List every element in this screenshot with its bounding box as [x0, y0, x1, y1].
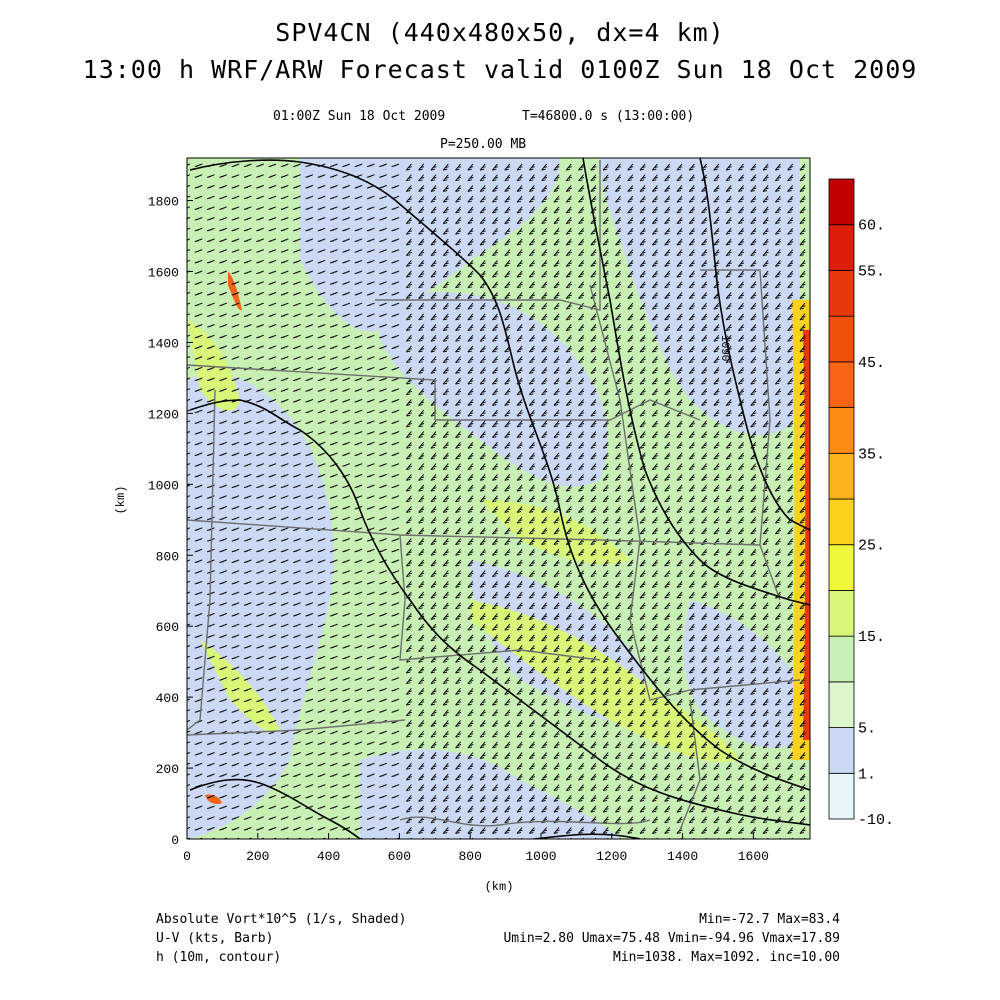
colorbar-segment — [828, 590, 855, 637]
x-tick-label: 1600 — [738, 849, 769, 864]
wind-field-label: U-V (kts, Barb) — [156, 931, 274, 946]
height-contours — [189, 158, 810, 839]
colorbar-segment — [828, 544, 855, 591]
colorbar-label: -10. — [858, 812, 894, 829]
colorbar-label: 55. — [858, 263, 885, 280]
y-tick-label: 1200 — [148, 407, 179, 422]
plot-frame — [186, 157, 811, 840]
colorbar-segment — [828, 224, 855, 271]
boundary-line — [589, 284, 801, 701]
height-field-label: h (10m, contour) — [156, 950, 282, 965]
y-axis: 0 200 400 600 800 1000 1200 1400 1600 1800 — [148, 195, 193, 848]
vort-region-low-west — [187, 373, 334, 839]
x-tick-label: 800 — [458, 849, 481, 864]
vorticity-stats: Min=-72.7 Max=83.4 — [699, 912, 840, 927]
colorbar-label: 15. — [858, 629, 885, 646]
x-tick-label: 400 — [317, 849, 340, 864]
colorbar-segment — [828, 407, 855, 454]
x-tick-label: 1000 — [525, 849, 556, 864]
y-tick-label: 600 — [156, 620, 179, 635]
vort-region-low-central — [380, 292, 608, 487]
y-axis-label: (km) — [114, 486, 128, 515]
y-tick-label: 200 — [156, 762, 179, 777]
height-contour — [699, 158, 810, 531]
wind-stats: Umin=2.80 Umax=75.48 Vmin=-94.96 Vmax=17… — [503, 931, 840, 946]
y-tick-label: 1800 — [148, 195, 179, 210]
colorbar-label: 1. — [858, 766, 876, 783]
x-tick-label: 200 — [246, 849, 269, 864]
y-tick-label: 800 — [156, 549, 179, 564]
chart-title-line1: SPV4CN (440x480x50, dx=4 km) — [275, 18, 725, 47]
colorbar-label: 5. — [858, 721, 876, 738]
wind-barb-field — [187, 163, 806, 839]
vort-region-mid-band3 — [187, 320, 240, 411]
colorbar-label: 45. — [858, 355, 885, 372]
height-stats: Min=1038. Max=1092. inc=10.00 — [613, 950, 840, 965]
height-contour — [189, 159, 810, 791]
colorbar-segment — [828, 452, 855, 500]
height-contour — [189, 778, 361, 839]
boundary-line — [375, 160, 601, 311]
colorbar-segment — [828, 178, 855, 226]
height-contour — [534, 833, 641, 839]
x-tick-label: 0 — [183, 849, 191, 864]
wind-barbs — [187, 163, 806, 839]
vorticity-field-label: Absolute Vort*10^5 (1/s, Shaded) — [156, 912, 407, 927]
height-contour — [189, 399, 810, 826]
colorbar-label: 25. — [858, 538, 885, 555]
model-time-label: T=46800.0 s (13:00:00) — [522, 109, 695, 124]
colorbar-segment — [828, 315, 855, 363]
height-contour — [582, 158, 810, 606]
vort-region-low-east — [600, 158, 800, 435]
colorbar-label: 35. — [858, 446, 885, 463]
colorbar: 60. 55. 45. 35. 25. 15. 5. 1. -10. — [828, 178, 894, 829]
boundary-line — [187, 719, 406, 736]
boundary-line — [700, 269, 781, 601]
x-axis-label: (km) — [485, 880, 514, 894]
valid-time-label: 01:00Z Sun 18 Oct 2009 — [273, 109, 446, 124]
y-tick-label: 1600 — [148, 266, 179, 281]
y-tick-label: 400 — [156, 691, 179, 706]
x-axis: 0 200 400 600 800 1000 1200 1400 1600 — [183, 833, 769, 864]
vort-region-mid-band4 — [200, 640, 280, 733]
colorbar-segment — [828, 681, 855, 728]
colorbar-segment — [828, 361, 855, 408]
colorbar-segment — [828, 498, 855, 546]
contour-label: 1090 — [718, 335, 730, 361]
colorbar-segment — [828, 772, 855, 820]
plot-area — [187, 158, 810, 839]
x-tick-label: 1400 — [667, 849, 698, 864]
x-tick-label: 1200 — [596, 849, 627, 864]
pressure-level-label: P=250.00 MB — [440, 137, 527, 152]
y-tick-label: 0 — [171, 833, 179, 848]
colorbar-segment — [828, 635, 855, 683]
y-tick-label: 1400 — [148, 336, 179, 351]
x-tick-label: 600 — [388, 849, 411, 864]
vort-region-low-south — [360, 749, 620, 839]
boundary-line — [187, 389, 216, 731]
boundary-line — [187, 519, 761, 546]
colorbar-label: 60. — [858, 218, 885, 235]
colorbar-segment — [828, 270, 855, 317]
chart-title-line2: 13:00 h WRF/ARW Forecast valid 0100Z Sun… — [82, 55, 918, 84]
colorbar-segment — [828, 727, 855, 774]
vort-region-high-nw — [228, 272, 242, 311]
boundary-line — [187, 364, 436, 420]
y-tick-label: 1000 — [148, 478, 179, 493]
vort-region-low-southeast — [683, 600, 800, 749]
boundary-line — [399, 816, 651, 827]
boundary-line — [399, 534, 601, 661]
